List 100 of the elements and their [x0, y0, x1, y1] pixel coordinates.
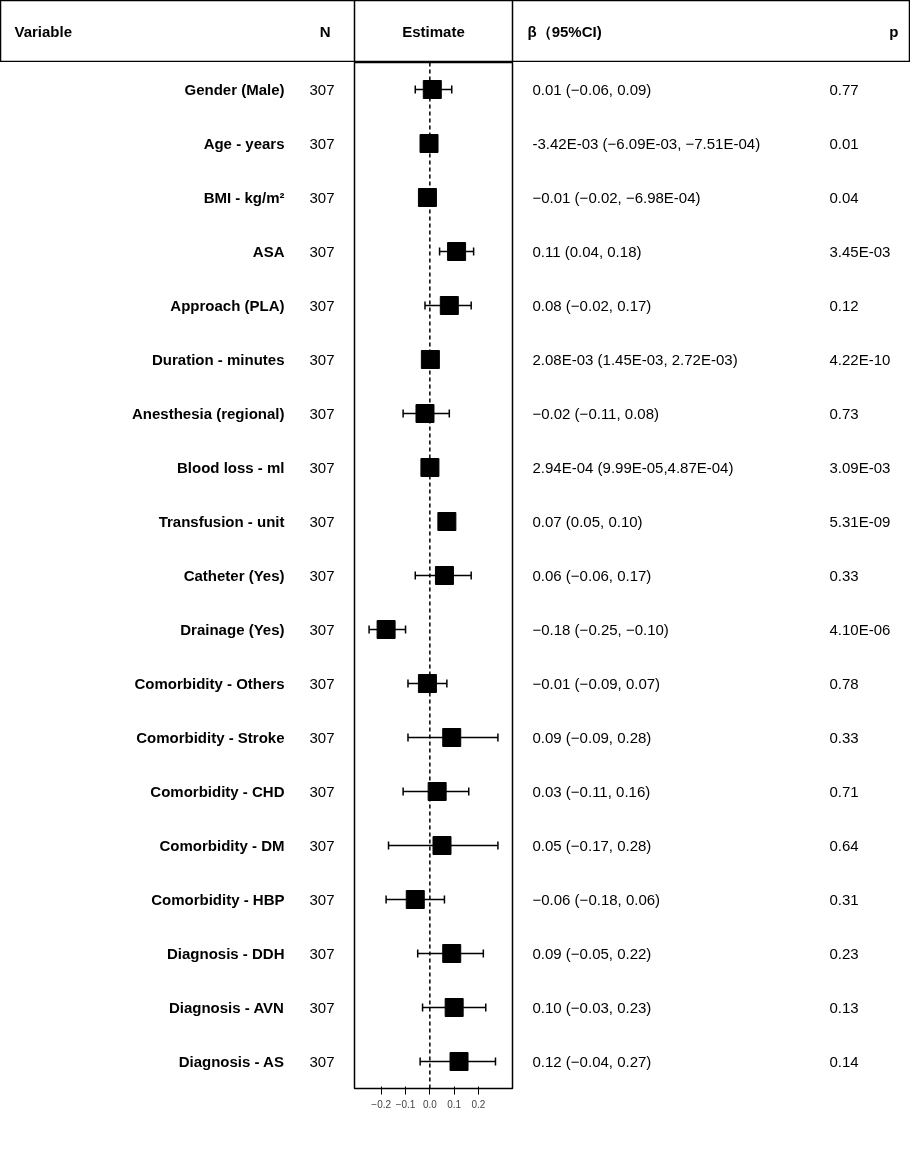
text: 0.14: [829, 1053, 859, 1070]
x-tick-label: 0.0: [422, 1098, 438, 1110]
text: −0.01 (−0.09, 0.07): [532, 675, 661, 692]
text: 307: [309, 836, 335, 854]
text: -3.42E-03 (−6.09E-03, −7.51E-04): [532, 135, 761, 152]
text: 0.10 (−0.03, 0.23): [532, 999, 652, 1016]
text: 307: [309, 80, 335, 98]
text: 0.08 (−0.02, 0.17): [532, 297, 652, 314]
point: [437, 512, 457, 531]
x-tick-label: 0.2: [471, 1098, 486, 1110]
text: 307: [309, 674, 335, 692]
point: [415, 404, 435, 423]
text: 0.05 (−0.17, 0.28): [532, 837, 652, 854]
text: 307: [309, 620, 335, 638]
text: β（95%CI): [527, 23, 602, 40]
text: 0.71: [829, 783, 859, 800]
point: [439, 296, 459, 315]
y-tick-label: Comorbidity - Stroke: [136, 729, 285, 746]
text: 0.77: [829, 81, 859, 98]
text: 5.31E-09: [829, 513, 891, 530]
point: [420, 350, 440, 369]
text: 0.11 (0.04, 0.18): [532, 243, 642, 260]
point: [376, 620, 396, 639]
text: 0.03 (−0.11, 0.16): [532, 783, 651, 800]
y-tick-label: ASA: [252, 243, 285, 260]
y-tick-label: Comorbidity - Others: [134, 675, 285, 692]
text: 0.33: [829, 729, 859, 746]
text: 307: [309, 782, 335, 800]
point: [444, 998, 464, 1017]
text: 307: [309, 458, 335, 476]
point: [442, 944, 462, 963]
text: 2.94E-04 (9.99E-05,4.87E-04): [532, 459, 734, 476]
point: [422, 80, 442, 99]
y-tick-label: Blood loss - ml: [177, 459, 285, 476]
text: −0.06 (−0.18, 0.06): [532, 891, 661, 908]
text: 307: [309, 134, 335, 152]
y-tick-label: Diagnosis - DDH: [166, 945, 285, 962]
text: 0.01 (−0.06, 0.09): [532, 81, 652, 98]
y-tick-label: BMI - kg/m²: [203, 189, 285, 206]
y-tick-label: Approach (PLA): [170, 297, 285, 314]
text: 0.64: [829, 837, 859, 854]
y-tick-label: Age - years: [203, 135, 285, 152]
text: 307: [309, 350, 335, 368]
y-tick-label: Catheter (Yes): [183, 567, 285, 584]
text: 307: [309, 998, 335, 1016]
text: Variable: [14, 23, 73, 40]
x-tick-label: 0.1: [447, 1098, 462, 1110]
text: 307: [309, 944, 335, 962]
text: 307: [309, 1052, 335, 1070]
text: 0.31: [829, 891, 859, 908]
text: −0.18 (−0.25, −0.10): [532, 621, 669, 638]
text: 307: [309, 728, 335, 746]
y-tick-label: Drainage (Yes): [180, 621, 285, 638]
text: 0.09 (−0.09, 0.28): [532, 729, 652, 746]
x-tick-label: −0.2: [371, 1098, 392, 1110]
text: 307: [309, 188, 335, 206]
point: [427, 782, 447, 801]
text: 0.09 (−0.05, 0.22): [532, 945, 652, 962]
y-tick-label: Comorbidity - CHD: [150, 783, 285, 800]
point: [417, 674, 437, 693]
text: 0.13: [829, 999, 859, 1016]
text: −0.02 (−0.11, 0.08): [532, 405, 659, 422]
text: p: [889, 23, 899, 40]
point: [449, 1052, 469, 1071]
text: 307: [309, 512, 335, 530]
text: 4.22E-10: [829, 351, 891, 368]
point: [447, 242, 467, 261]
text: 0.23: [829, 945, 859, 962]
y-tick-label: Comorbidity - DM: [159, 837, 285, 854]
x-tick-label: −0.1: [395, 1098, 416, 1110]
text: Estimate: [402, 23, 465, 40]
text: 307: [309, 404, 335, 422]
text: 3.09E-03: [829, 459, 891, 476]
y-tick-label: Diagnosis - AS: [178, 1053, 284, 1070]
y-tick-label: Transfusion - unit: [158, 513, 285, 530]
y-tick-label: Diagnosis - AVN: [168, 999, 284, 1016]
text: 307: [309, 296, 335, 314]
y-tick-label: Gender (Male): [184, 81, 285, 98]
text: 307: [309, 890, 335, 908]
text: −0.01 (−0.02, −6.98E-04): [532, 189, 701, 206]
text: 0.33: [829, 567, 859, 584]
y-tick-label: Duration - minutes: [152, 351, 285, 368]
text: 0.01: [829, 135, 859, 152]
text: 2.08E-03 (1.45E-03, 2.72E-03): [532, 351, 738, 368]
point: [432, 836, 452, 855]
point: [434, 566, 454, 585]
text: N: [319, 23, 331, 40]
y-tick-label: Comorbidity - HBP: [151, 891, 285, 908]
point: [405, 890, 425, 909]
text: 4.10E-06: [829, 621, 891, 638]
y-tick-label: Anesthesia (regional): [131, 405, 285, 422]
text: 307: [309, 566, 335, 584]
text: 0.78: [829, 675, 859, 692]
point: [417, 188, 437, 207]
point: [419, 134, 439, 153]
text: 0.12 (−0.04, 0.27): [532, 1053, 652, 1070]
point: [442, 728, 462, 747]
point: [420, 458, 440, 477]
text: 3.45E-03: [829, 243, 891, 260]
text: 0.07 (0.05, 0.10): [532, 513, 643, 530]
